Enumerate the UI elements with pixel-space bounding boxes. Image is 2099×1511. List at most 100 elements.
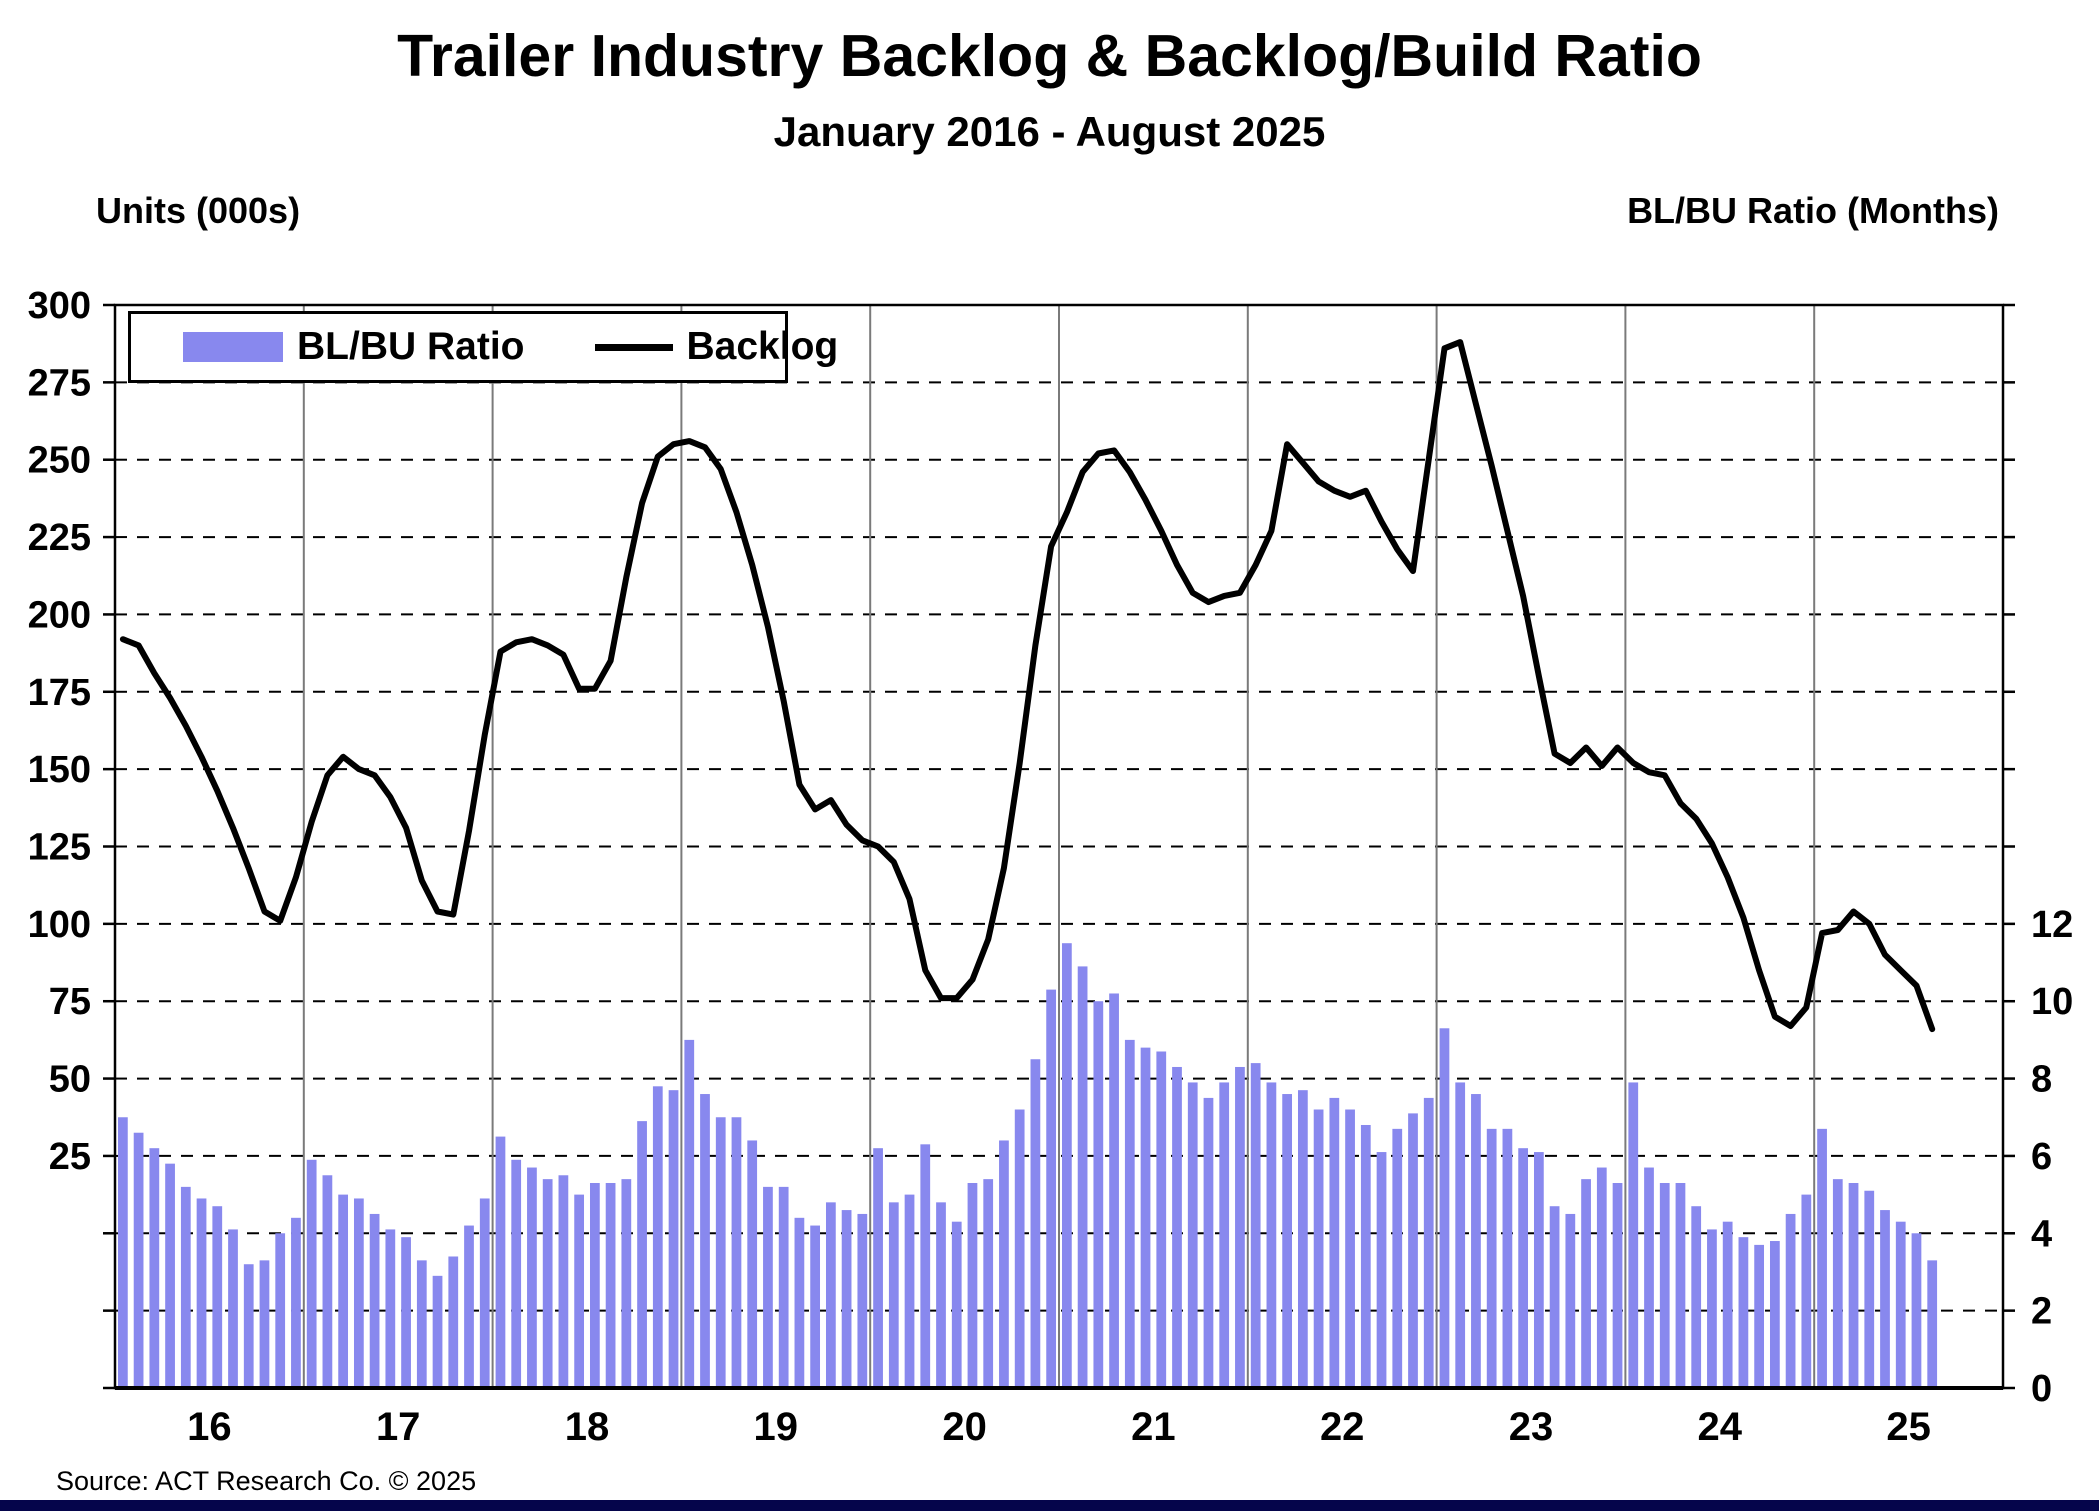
x-year-label: 22 xyxy=(1320,1405,1365,1449)
ratio-bar xyxy=(212,1206,223,1388)
ratio-bar xyxy=(794,1217,805,1388)
ratio-bar xyxy=(1077,966,1088,1388)
ratio-bar xyxy=(1030,1059,1041,1388)
ratio-bar xyxy=(1691,1206,1702,1388)
horizontal-gridlines xyxy=(115,381,2003,1312)
ratio-bar xyxy=(983,1179,994,1388)
right-tick-label: 12 xyxy=(2031,904,2073,946)
ratio-bar xyxy=(1392,1128,1403,1388)
right-tick-label: 10 xyxy=(2031,981,2073,1023)
ratio-bar xyxy=(951,1221,962,1388)
ratio-bar xyxy=(1329,1097,1340,1388)
ratio-bar xyxy=(668,1090,679,1388)
x-year-label: 19 xyxy=(754,1405,799,1449)
ratio-bar xyxy=(542,1179,553,1388)
left-tick-label: 50 xyxy=(49,1059,91,1101)
ratio-bar xyxy=(574,1194,585,1388)
ratio-bar xyxy=(1250,1063,1261,1388)
ratio-bar xyxy=(873,1148,883,1388)
ratio-bar xyxy=(464,1225,474,1388)
left-axis-tick-labels: 300 275 250 225 200 175 150 125 100 75 50 25 xyxy=(28,285,91,1178)
ratio-bar xyxy=(401,1237,411,1388)
left-axis-title: Units (000s) xyxy=(96,190,301,231)
ratio-bar xyxy=(322,1175,333,1388)
ratio-bars-series xyxy=(117,943,1938,1388)
left-tick-label: 150 xyxy=(28,749,91,791)
left-tick-label: 300 xyxy=(28,285,91,327)
ratio-bar xyxy=(1109,993,1119,1388)
ratio-bar xyxy=(1801,1194,1812,1388)
ratio-bar xyxy=(1659,1183,1670,1388)
ratio-bar xyxy=(605,1183,616,1388)
ratio-bar xyxy=(1471,1094,1481,1388)
ratio-bar xyxy=(1408,1113,1418,1388)
ratio-bar xyxy=(1124,1039,1135,1388)
ratio-bar-swatch-icon xyxy=(183,332,283,362)
ratio-bar xyxy=(1596,1167,1607,1388)
ratio-bar xyxy=(1360,1124,1371,1388)
bottom-border-bar xyxy=(0,1500,2099,1511)
x-year-label: 16 xyxy=(187,1405,232,1449)
ratio-bar xyxy=(637,1121,647,1388)
legend: BL/BU Ratio Backlog xyxy=(128,311,838,383)
legend-item-ratio: BL/BU Ratio xyxy=(131,325,525,369)
ratio-bar xyxy=(432,1275,443,1388)
ratio-bar xyxy=(1014,1109,1025,1388)
ratio-bar xyxy=(1911,1233,1922,1388)
source-note: Source: ACT Research Co. © 2025 xyxy=(56,1466,477,1496)
ratio-bar xyxy=(1140,1047,1151,1388)
ratio-bar xyxy=(1187,1082,1198,1388)
ratio-bar xyxy=(228,1229,238,1388)
ratio-bar xyxy=(511,1159,522,1388)
ratio-bar xyxy=(243,1264,254,1388)
ratio-bar xyxy=(385,1229,396,1388)
ratio-bar xyxy=(825,1202,836,1388)
legend-item-backlog: Backlog xyxy=(525,325,839,369)
x-axis-year-labels: 16 17 18 19 20 21 22 23 24 25 xyxy=(187,1405,1931,1449)
ratio-bar xyxy=(1423,1097,1434,1388)
ratio-bar xyxy=(1093,1001,1104,1388)
ratio-bar xyxy=(416,1260,427,1388)
ratio-bar xyxy=(275,1233,286,1388)
x-year-label: 23 xyxy=(1509,1405,1554,1449)
right-tick-label: 6 xyxy=(2031,1136,2052,1178)
left-tick-label: 100 xyxy=(28,904,91,946)
ratio-bar xyxy=(1282,1094,1293,1388)
ratio-bar xyxy=(1376,1152,1387,1388)
legend-backlog-label: Backlog xyxy=(686,325,839,368)
right-axis-tick-labels: 12 10 8 6 4 2 0 xyxy=(2031,904,2073,1410)
ratio-bar xyxy=(731,1117,742,1388)
ratio-bar xyxy=(1644,1167,1654,1388)
ratio-bar xyxy=(763,1186,773,1388)
ratio-bar xyxy=(1455,1082,1466,1388)
ratio-bar xyxy=(1266,1082,1277,1388)
left-tick-label: 25 xyxy=(49,1136,91,1178)
ratio-bar xyxy=(259,1260,270,1388)
ratio-bar xyxy=(1297,1090,1308,1388)
ratio-bar xyxy=(1675,1183,1686,1388)
ratio-bar xyxy=(338,1194,349,1388)
ratio-bar xyxy=(841,1210,852,1388)
chart-subtitle: January 2016 - August 2025 xyxy=(773,108,1326,155)
ratio-bar xyxy=(306,1159,317,1388)
ratio-bar xyxy=(888,1202,899,1388)
x-year-label: 17 xyxy=(376,1405,421,1449)
ratio-bar xyxy=(778,1186,789,1388)
ratio-bar xyxy=(1880,1210,1890,1388)
ratio-bar xyxy=(1848,1183,1859,1388)
ratio-bar xyxy=(117,1117,128,1388)
ratio-bar xyxy=(1345,1109,1355,1388)
ratio-bar xyxy=(479,1198,490,1388)
left-tick-label: 200 xyxy=(28,594,91,636)
ratio-bar xyxy=(999,1140,1009,1388)
left-tick-label: 175 xyxy=(28,672,91,714)
ratio-bar xyxy=(1628,1082,1639,1388)
x-year-label: 24 xyxy=(1698,1405,1743,1449)
ratio-bar xyxy=(589,1183,600,1388)
ratio-bar xyxy=(857,1213,868,1388)
ratio-bar xyxy=(1927,1260,1938,1388)
ratio-bar xyxy=(920,1144,931,1388)
ratio-bar xyxy=(1738,1237,1749,1388)
ratio-bar xyxy=(353,1198,364,1388)
